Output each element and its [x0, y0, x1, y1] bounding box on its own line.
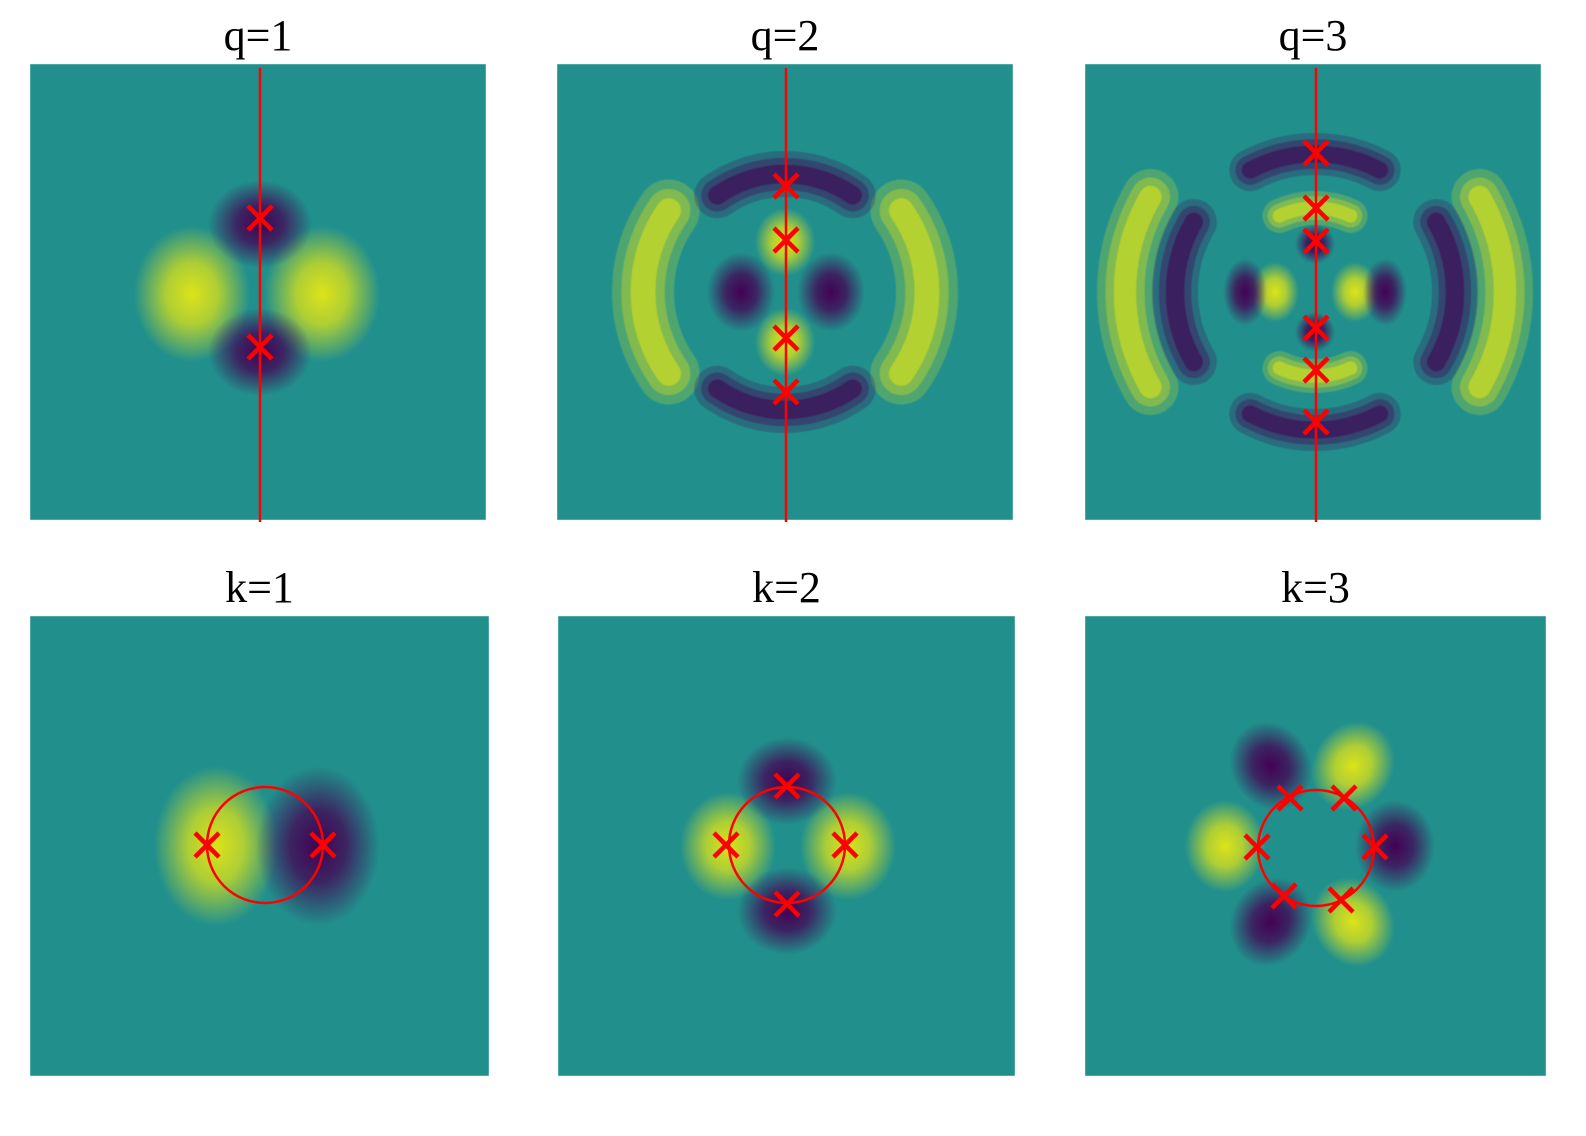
panel-title: k=3 [1281, 563, 1350, 612]
positive-ring-arc [1097, 169, 1179, 415]
positive-lobe [1311, 877, 1395, 967]
zero-marker [1330, 784, 1358, 812]
overlay [712, 772, 859, 918]
negative-lobe [707, 252, 775, 332]
zero-marker [773, 772, 801, 800]
positive-ring-arc [612, 179, 700, 405]
field-background [1085, 616, 1546, 1076]
negative-lobe [1363, 258, 1407, 326]
overlay [772, 68, 800, 522]
zero-marker [246, 333, 274, 361]
field-image [558, 616, 1015, 1076]
field-background [1085, 64, 1541, 520]
zero-circle [205, 785, 325, 905]
panel-k1: k=1 [30, 566, 489, 1078]
panel-q2: q=2 [557, 14, 1013, 524]
zero-marker [1302, 408, 1330, 436]
field-plot [30, 64, 486, 520]
negative-lobe [737, 737, 837, 825]
panel-title: q=2 [750, 11, 820, 60]
panel-title: k=1 [225, 563, 294, 612]
overlay [1302, 68, 1330, 522]
negative-ring-arc [1413, 199, 1478, 385]
positive-ring-arc [1451, 169, 1533, 415]
negative-ring-arc [1152, 199, 1217, 385]
zero-marker [309, 831, 337, 859]
zero-marker [193, 831, 221, 859]
field-plot [1085, 64, 1541, 520]
negative-lobe [797, 252, 865, 332]
negative-lobe [1229, 721, 1313, 811]
zero-marker [1302, 314, 1330, 342]
zero-marker [772, 172, 800, 200]
field-image [30, 616, 489, 1076]
zero-marker [1302, 227, 1330, 255]
zero-marker [1302, 139, 1330, 167]
field-plot [558, 616, 1015, 1076]
overlay [246, 68, 274, 522]
zero-circle [727, 785, 847, 905]
field-background [558, 616, 1015, 1076]
zero-marker [1302, 194, 1330, 222]
overlay [193, 785, 337, 905]
zero-marker [1327, 886, 1355, 914]
field-image [30, 64, 486, 520]
field-background [30, 64, 486, 520]
zero-marker [1270, 882, 1298, 910]
positive-ring-arc [870, 179, 958, 405]
zero-marker [772, 324, 800, 352]
zero-marker [1302, 356, 1330, 384]
panel-k2: k=2 [558, 566, 1015, 1078]
panel-q1: q=1 [30, 14, 486, 524]
zero-marker [773, 890, 801, 918]
zero-marker [772, 226, 800, 254]
zero-marker [1361, 833, 1389, 861]
zero-marker [772, 378, 800, 406]
negative-lobe [1223, 258, 1267, 326]
zero-marker [831, 831, 859, 859]
panel-title: q=1 [223, 11, 293, 60]
overlay [1243, 784, 1389, 914]
field-plot [30, 616, 489, 1076]
negative-lobe [737, 867, 837, 955]
panel-title: q=3 [1278, 11, 1348, 60]
field-image [1085, 64, 1541, 520]
zero-marker [712, 831, 740, 859]
zero-marker [246, 204, 274, 232]
panel-k3: k=3 [1085, 566, 1546, 1078]
negative-lobe [256, 766, 380, 926]
zero-marker [1276, 784, 1304, 812]
positive-lobe [154, 766, 278, 926]
negative-lobe [1355, 800, 1435, 892]
panel-q3: q=3 [1085, 14, 1541, 524]
zero-marker [1243, 833, 1271, 861]
panel-title: k=2 [752, 563, 821, 612]
positive-lobe [1185, 800, 1265, 892]
